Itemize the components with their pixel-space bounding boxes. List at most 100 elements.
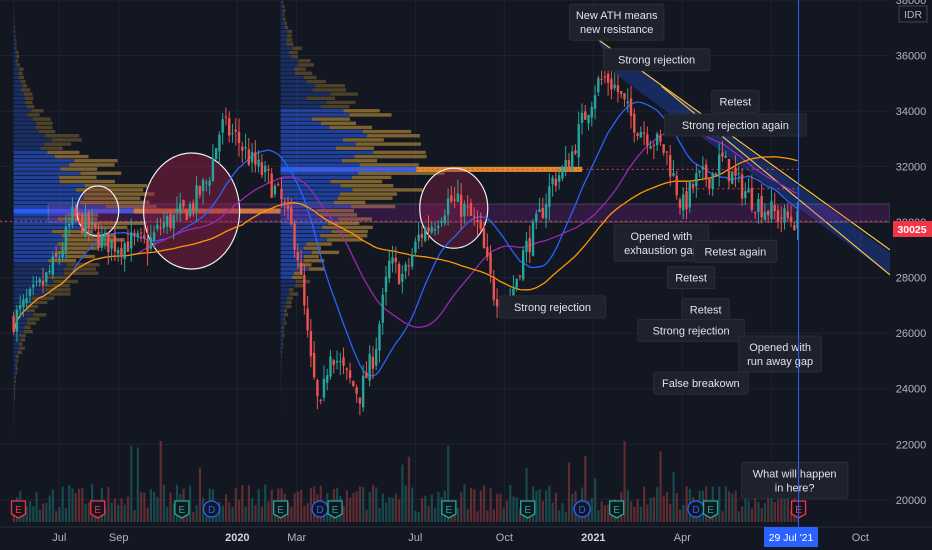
annotation[interactable]: Strong rejection [637, 318, 745, 342]
profile-bar-sell [316, 209, 354, 213]
profile-bar-sell [57, 242, 110, 246]
profile-bar-buy [13, 163, 70, 167]
annotation[interactable]: False breakown [653, 371, 749, 395]
volume-bar [414, 510, 417, 522]
candle-body [711, 173, 714, 189]
candle-body [698, 170, 701, 173]
event-marker-earnings[interactable]: E [702, 500, 719, 519]
candle-body [329, 356, 332, 377]
candle-body [345, 368, 349, 370]
candle-body [84, 212, 87, 236]
profile-bar-sell [373, 150, 426, 155]
price-axis[interactable]: 2000022000240002600028000300003200034000… [890, 0, 932, 527]
volume-bar [391, 497, 394, 522]
candle-body [352, 381, 355, 386]
volume-bar [496, 493, 499, 522]
volume-bar [352, 492, 355, 522]
volume-bar [55, 511, 58, 522]
time-tick-label: Mar [287, 532, 306, 544]
profile-bar-sell [25, 100, 33, 105]
profile-bar-buy [13, 254, 66, 259]
event-marker-earnings[interactable]: E [609, 500, 625, 519]
event-marker-earnings[interactable]: E [520, 500, 536, 519]
profile-bar-sell [281, 350, 283, 355]
event-marker-letter: E [277, 505, 284, 516]
profile-bar-buy [280, 342, 283, 346]
event-marker-earnings[interactable]: E [327, 500, 343, 519]
profile-bar-sell [281, 346, 283, 350]
annotation[interactable]: Retest again [693, 239, 778, 263]
volume-bar [469, 487, 473, 522]
profile-bar-buy [13, 134, 45, 138]
event-marker-earnings[interactable]: E [90, 500, 106, 519]
event-marker-dividend[interactable]: D [573, 500, 591, 518]
profile-bar-sell [84, 192, 155, 196]
event-markers[interactable]: EEEDEDEEEDEDEE [10, 500, 807, 519]
candle-body [796, 211, 799, 229]
event-marker-earnings[interactable]: E [174, 500, 190, 519]
volume-bar [564, 511, 567, 522]
candle-body [551, 177, 554, 185]
annotations[interactable]: New ATH means new resistance Strong reject… [498, 3, 849, 499]
annotation[interactable]: Retest [666, 266, 716, 290]
profile-bar-buy [13, 21, 15, 26]
last-price-text: 30025 [897, 224, 926, 236]
volume-bar [780, 481, 783, 522]
volume-bar [238, 499, 241, 522]
candle-body [443, 215, 447, 224]
event-marker-dividend[interactable]: D [311, 500, 329, 518]
profile-bar-buy [280, 279, 297, 284]
profile-bar-sell [287, 296, 293, 300]
event-marker-dividend[interactable]: D [202, 500, 221, 518]
profile-bar-sell [26, 104, 35, 109]
event-marker-dividend[interactable]: D [687, 500, 705, 518]
profile-bar-sell [16, 54, 20, 59]
annotation[interactable]: Strong rejection again [663, 113, 807, 137]
annotation[interactable]: Strong rejection [498, 295, 607, 319]
candle-body [708, 178, 711, 188]
volume-bar [290, 507, 293, 522]
profile-bar-sell [80, 171, 122, 175]
profile-bar-buy [13, 204, 106, 209]
volume-bar [541, 500, 545, 522]
candle-body [18, 304, 22, 310]
profile-bar-buy [13, 396, 15, 400]
annotation[interactable]: Strong rejection [602, 48, 711, 72]
annotation[interactable]: Retest [711, 89, 760, 113]
profile-bar-sell [282, 325, 285, 330]
annotation[interactable]: New ATH means new resistance [568, 3, 665, 41]
volume-bar [149, 489, 153, 522]
currency-badge[interactable]: IDR [898, 5, 928, 23]
volume-bar [476, 511, 479, 522]
candle-body [430, 226, 433, 233]
annotation[interactable]: Opened with exhaustion gap [613, 224, 710, 262]
volume-bar [162, 484, 166, 522]
profile-bar-sell [16, 358, 19, 363]
profile-bar-buy [280, 238, 328, 242]
volume-bar [554, 492, 558, 522]
profile-bar-buy [13, 113, 28, 117]
profile-bar-sell [281, 354, 282, 359]
volume-bar [172, 503, 175, 522]
event-marker-earnings[interactable]: E [272, 500, 289, 519]
profile-bar-sell [35, 125, 53, 130]
candle-body [623, 93, 626, 100]
event-marker-earnings[interactable]: E [441, 500, 457, 519]
annotation[interactable]: Retest [681, 298, 730, 322]
profile-bar-buy [280, 196, 338, 200]
profile-bar-buy [13, 296, 32, 300]
profile-bar-buy [280, 213, 320, 217]
event-marker-earnings[interactable]: E [10, 500, 27, 519]
profile-bar-buy [280, 300, 287, 305]
annotation[interactable]: What will happen in here? [740, 461, 849, 499]
volume-bar [466, 508, 469, 522]
profile-bar-sell [298, 59, 311, 63]
profile-bar-sell [40, 146, 63, 150]
channel-upper-line [596, 38, 891, 251]
profile-bar-buy [13, 388, 15, 392]
annotation[interactable]: Opened with run away gap [738, 335, 822, 373]
volume-bar [597, 510, 600, 522]
candle-body [682, 194, 685, 211]
